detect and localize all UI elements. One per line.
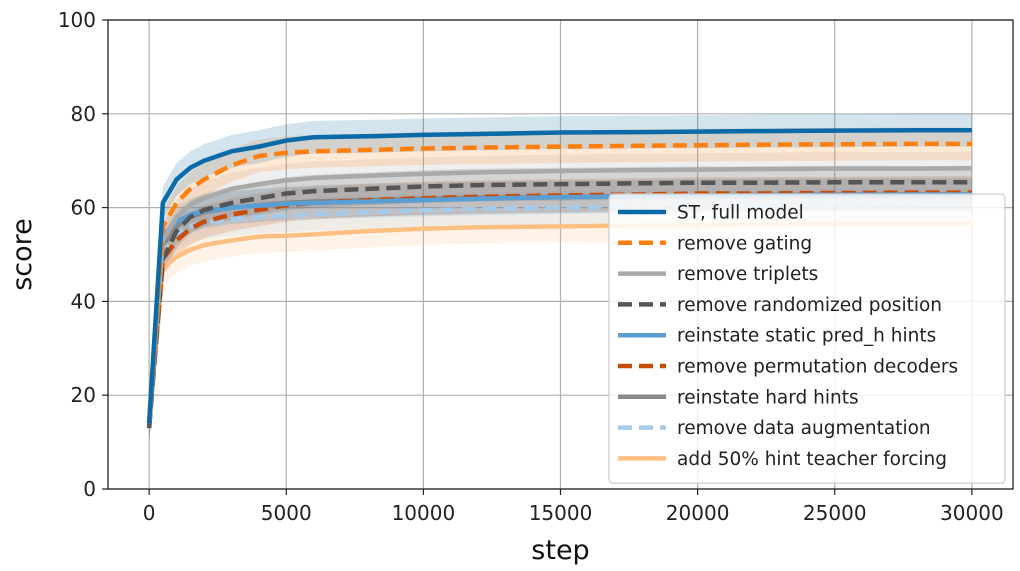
x-tick-label: 30000 [940, 501, 1004, 525]
y-tick-label: 0 [83, 477, 96, 501]
y-tick-label: 80 [71, 102, 96, 126]
legend-label: remove randomized position [677, 295, 942, 316]
x-tick-label: 0 [143, 501, 156, 525]
confidence-band [149, 151, 972, 440]
x-tick-label: 25000 [803, 501, 867, 525]
x-axis-title: step [531, 535, 589, 566]
series-line [146, 202, 972, 424]
y-tick-label: 40 [71, 289, 96, 313]
y-tick-label: 20 [71, 383, 96, 407]
axis-ticks: 0 5000 10000 15000 20000 25000 30000 0 20 40 60 80 1… [58, 8, 1004, 525]
legend-label: remove triplets [677, 264, 818, 285]
legend-box [608, 193, 1006, 484]
x-tick-label: 15000 [529, 501, 593, 525]
x-tick-label: 10000 [392, 501, 456, 525]
x-tick-label: 20000 [666, 501, 730, 525]
legend-label: reinstate hard hints [677, 387, 859, 408]
legend-label: remove permutation decoders [677, 357, 958, 378]
series-line [146, 141, 972, 424]
series-line [146, 127, 972, 424]
series-line [146, 180, 972, 429]
confidence-band [149, 113, 972, 440]
legend-label: reinstate static pred_h hints [677, 326, 936, 347]
confidence-band [149, 127, 972, 440]
y-tick-label: 100 [58, 8, 96, 32]
legend-label: ST, full model [677, 203, 804, 224]
legend-label: remove gating [677, 233, 812, 254]
y-tick-label: 60 [71, 196, 96, 220]
legend-label: add 50% hint teacher forcing [677, 449, 947, 470]
legend-label: remove data augmentation [677, 418, 931, 439]
legend: ST, full model remove gating remove triple… [608, 193, 1006, 484]
y-axis-title: score [7, 218, 38, 291]
x-tick-label: 5000 [261, 501, 312, 525]
series-line [146, 165, 972, 424]
